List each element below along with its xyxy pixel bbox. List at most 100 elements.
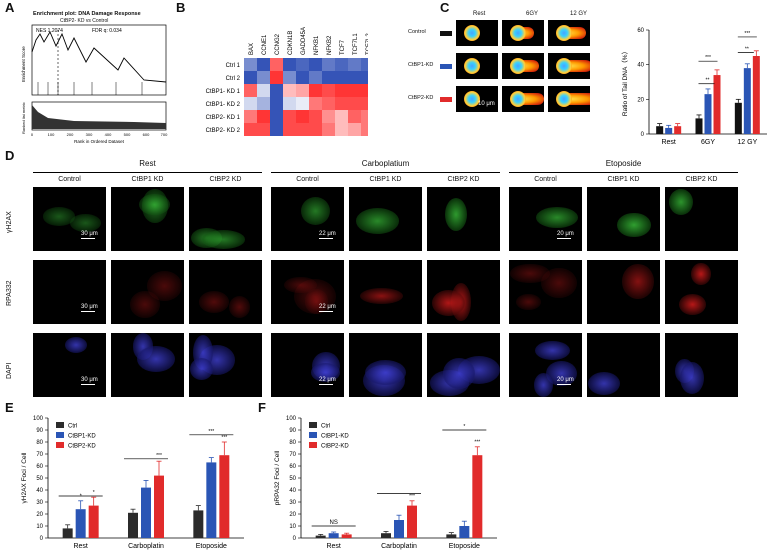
comet-head: [510, 91, 526, 107]
heatmap-cell: [309, 71, 322, 84]
y-tick-label: 20: [36, 512, 43, 518]
bar: [665, 127, 673, 134]
legend-label: Ctrl: [321, 424, 330, 430]
heatmap-cell: [257, 58, 270, 71]
heatmap-cell: [348, 123, 361, 136]
micrograph-image: [189, 260, 262, 324]
micrograph-image: [665, 187, 738, 251]
comet-head: [556, 91, 572, 107]
legend-swatch: [309, 442, 317, 448]
micrograph-image: [111, 260, 184, 324]
x-tick-label: Rest: [73, 543, 87, 550]
heatmap-cell: [322, 84, 335, 97]
gsea-ylabel-bottom: Ranked list metric: [21, 102, 26, 134]
cell-nucleus: [199, 291, 229, 314]
cell-nucleus: [146, 270, 183, 302]
x-tick-label: Etoposide: [196, 543, 227, 550]
cell-nucleus: [444, 197, 467, 231]
comet-row-label: Control: [408, 29, 426, 35]
x-tick-label: Etoposide: [449, 543, 480, 550]
bar: [734, 102, 742, 134]
bar: [315, 535, 326, 538]
micrograph-group-label: Rest: [139, 159, 156, 168]
micrograph-col-label: Control: [534, 176, 557, 183]
y-tick-label: 70: [36, 452, 43, 458]
cell-nucleus: [139, 193, 171, 215]
heatmap-cell: [283, 58, 296, 71]
y-tick-label: 60: [289, 464, 296, 470]
scale-bar: 20 μm: [557, 231, 574, 239]
chart-tail-dna: 0 20 40 60 Ratio of Tail DNA（%） Rest 6GY 12 GY *…: [621, 28, 767, 146]
comet-head: [556, 25, 572, 41]
cell-nucleus: [364, 360, 406, 386]
legend-swatch: [309, 432, 317, 438]
comet-col-6gy: 6GY: [526, 11, 539, 17]
cell-nucleus: [679, 361, 704, 395]
micrograph-image: 20 μm: [509, 187, 582, 251]
micrograph-image: [509, 260, 582, 324]
comet-row-label: CtBP2-KD: [408, 95, 434, 101]
y-axis-label: Ratio of Tail DNA（%）: [621, 48, 629, 116]
scale-bar: 22 μm: [319, 231, 336, 239]
gsea-ylabel-top: Enrichment Score: [21, 46, 26, 82]
heatmap-cell: [270, 123, 283, 136]
heatmap-gene-label: GADD45A: [301, 27, 307, 55]
heatmap-cell: [244, 110, 257, 123]
bar: [394, 520, 404, 538]
gsea-title: Enrichment plot: DNA Damage Response: [33, 11, 141, 17]
comet-head: [556, 58, 572, 74]
comet-head: [510, 25, 526, 41]
heatmap-cell: [361, 123, 368, 136]
y-tick-label: 0: [641, 132, 645, 138]
heatmap-gene-label: TCF7: [340, 39, 346, 55]
significance-mark: ***: [156, 453, 162, 459]
micrograph-row-label: RPA332: [6, 280, 13, 306]
y-tick-label: 70: [289, 452, 296, 458]
svg-text:600: 600: [143, 132, 150, 137]
heatmap-cell: [309, 123, 322, 136]
micrograph-row-label: DAPI: [6, 362, 13, 379]
significance-mark: ***: [409, 494, 415, 500]
gsea-metric-area: [32, 105, 166, 129]
cell-nucleus: [284, 276, 317, 294]
y-tick-label: 50: [289, 476, 296, 482]
scale-bar-line: [81, 311, 95, 312]
comet-image: [548, 53, 590, 79]
gsea-es-frame: [31, 24, 167, 96]
heatmap-cell: [361, 71, 368, 84]
y-tick-label: 100: [33, 416, 44, 422]
micrograph-col-label: CtBP1 KD: [369, 176, 402, 183]
y-tick-label: 80: [36, 440, 43, 446]
legend-swatch: [56, 422, 64, 428]
micrograph-group-label: Carboplatium: [361, 159, 410, 168]
y-tick-label: 10: [289, 524, 296, 530]
cell-nucleus: [42, 207, 76, 226]
heatmap-cell: [244, 71, 257, 84]
bar: [141, 487, 151, 538]
y-tick-label: 90: [289, 428, 296, 434]
comet-image: 10 μm: [456, 86, 498, 112]
y-tick-label: 100: [286, 416, 297, 422]
heatmap-row-label: Ctrl 1: [226, 63, 241, 69]
gsea-plot: NES 1.2074 FDR q: 0.034 0 100 200 300 400 5…: [21, 24, 168, 144]
scale-bar-line: [557, 384, 571, 385]
heatmap-cell: [283, 97, 296, 110]
bar: [743, 68, 751, 134]
significance-mark: ***: [474, 440, 480, 446]
micrograph-group-line: [33, 172, 262, 173]
cell-nucleus: [359, 288, 403, 305]
heatmap-row-label: CtBP2- KD 2: [206, 128, 241, 134]
micrograph-image: [427, 187, 500, 251]
comet-row-label: CtBP1-KD: [408, 62, 434, 68]
svg-text:400: 400: [105, 132, 112, 137]
cell-nucleus: [536, 207, 579, 229]
heatmap-row-label: CtBP1- KD 1: [206, 89, 241, 95]
comet-image: [456, 20, 498, 46]
y-tick-label: 30: [289, 500, 296, 506]
panel-letter-a: A: [5, 0, 15, 15]
legend-swatch: [309, 422, 317, 428]
svg-text:0: 0: [31, 132, 34, 137]
significance-mark: *: [80, 494, 82, 500]
micrograph-image: [587, 260, 660, 324]
micrograph-image: 30 μm: [33, 260, 106, 324]
